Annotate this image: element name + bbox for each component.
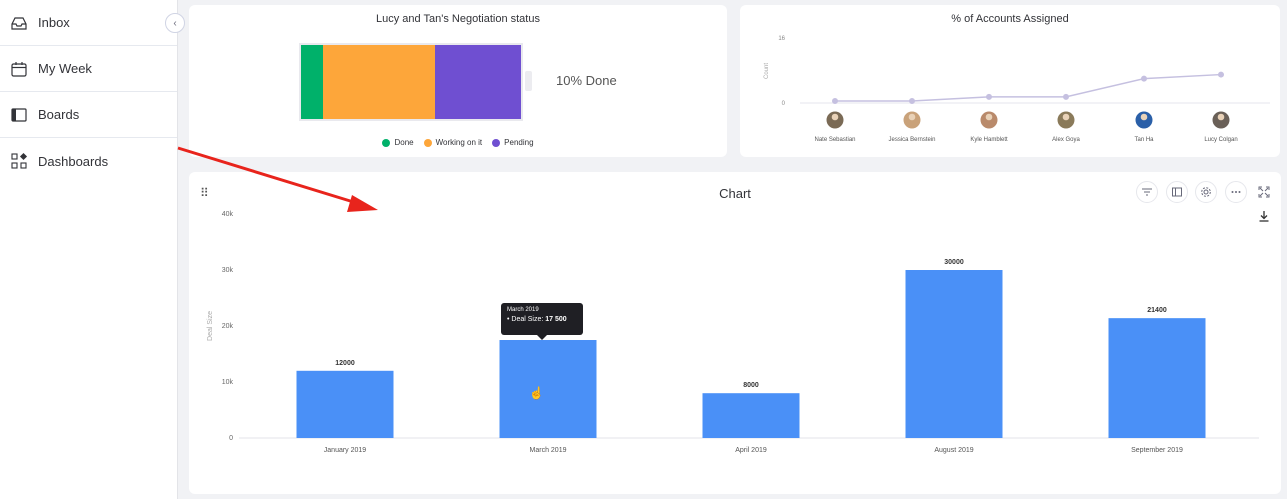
bar[interactable] bbox=[1108, 318, 1206, 438]
bar[interactable] bbox=[499, 340, 597, 438]
tooltip-date: March 2019 bbox=[507, 307, 539, 313]
sidebar: Inbox My Week Boards Dashboards bbox=[0, 0, 178, 499]
bar-data-label: 8000 bbox=[743, 382, 759, 389]
bar[interactable] bbox=[905, 270, 1003, 438]
settings-button[interactable] bbox=[1195, 181, 1217, 203]
dashboard-icon bbox=[10, 152, 28, 170]
segment-done[interactable] bbox=[301, 45, 323, 119]
layout-button[interactable] bbox=[1166, 181, 1188, 203]
panel-icon bbox=[1172, 187, 1182, 197]
y-tick-label: 0 bbox=[782, 101, 786, 107]
y-tick-label: 16 bbox=[778, 36, 785, 42]
person-name-label: Lucy Colgan bbox=[1204, 137, 1237, 143]
x-tick-label: January 2019 bbox=[324, 447, 367, 454]
y-tick-label: 10k bbox=[222, 379, 234, 386]
calendar-icon bbox=[10, 60, 28, 78]
tooltip-series: • Deal Size: bbox=[507, 316, 544, 323]
tooltip-value: 17 500 bbox=[545, 316, 567, 323]
stack-shadow bbox=[525, 71, 532, 91]
sidebar-item-inbox[interactable]: Inbox bbox=[0, 0, 177, 46]
collapse-sidebar-button[interactable]: ‹ bbox=[165, 13, 185, 33]
segment-pending[interactable] bbox=[435, 45, 521, 119]
x-tick-label: April 2019 bbox=[735, 447, 767, 454]
legend-item-working[interactable]: Working on it bbox=[423, 138, 483, 147]
deal-size-chart-widget: ⠿ Chart 0 10k 20k 30k 40k Deal Size 12000 Janua… bbox=[189, 172, 1281, 494]
avatar-face bbox=[1217, 113, 1225, 121]
sidebar-item-label: Boards bbox=[38, 107, 80, 122]
bar[interactable] bbox=[296, 370, 394, 438]
data-point[interactable] bbox=[832, 97, 838, 104]
legend-label: Pending bbox=[504, 138, 534, 147]
widget-title: % of Accounts Assigned bbox=[951, 13, 1069, 25]
y-tick-label: 0 bbox=[229, 435, 233, 442]
data-point[interactable] bbox=[1063, 93, 1069, 100]
segment-working-on-it[interactable] bbox=[323, 45, 436, 119]
person-name-label: Kyle Hamblett bbox=[970, 137, 1008, 143]
sidebar-item-dashboards[interactable]: Dashboards bbox=[0, 138, 177, 184]
avatar-face bbox=[985, 113, 993, 121]
y-tick-label: 30k bbox=[222, 267, 234, 274]
board-icon bbox=[10, 106, 28, 124]
sidebar-item-label: My Week bbox=[38, 61, 92, 76]
inbox-icon bbox=[10, 14, 28, 32]
person-name-label: Jessica Bernstein bbox=[888, 137, 935, 143]
legend-dot bbox=[382, 138, 391, 147]
mouse-pointer-icon: ☝ bbox=[529, 386, 544, 400]
person-name-label: Tan Ha bbox=[1134, 137, 1154, 143]
avatar-face bbox=[1140, 113, 1148, 121]
person-name-label: Alex Goya bbox=[1052, 137, 1080, 143]
accounts-assigned-widget: % of Accounts Assigned 16 0 Count Nate Seba… bbox=[740, 5, 1280, 157]
stacked-bar[interactable] bbox=[299, 43, 523, 121]
data-point[interactable] bbox=[909, 97, 915, 104]
done-percentage: 10% Done bbox=[556, 73, 617, 88]
download-icon bbox=[1259, 211, 1269, 222]
bar-data-label: 30000 bbox=[944, 259, 964, 266]
negotiation-status-widget: Lucy and Tan's Negotiation status 10% Do… bbox=[189, 5, 727, 157]
bar[interactable] bbox=[702, 393, 800, 438]
legend-item-done[interactable]: Done bbox=[382, 138, 414, 147]
person-name-label: Nate Sebastian bbox=[814, 137, 855, 143]
filter-icon bbox=[1142, 188, 1152, 196]
y-axis-label: Count bbox=[764, 63, 770, 79]
y-tick-label: 20k bbox=[222, 323, 234, 330]
filter-button[interactable] bbox=[1136, 181, 1158, 203]
chart-tooltip: March 2019 • Deal Size: 17 500 bbox=[501, 303, 583, 340]
gear-icon bbox=[1201, 187, 1211, 197]
expand-icon bbox=[1258, 186, 1270, 198]
x-tick-label: March 2019 bbox=[530, 447, 567, 454]
data-point[interactable] bbox=[986, 93, 992, 100]
data-point[interactable] bbox=[1218, 71, 1224, 78]
more-icon bbox=[1231, 191, 1241, 193]
sidebar-item-label: Inbox bbox=[38, 15, 70, 30]
legend: Done Working on it Pending bbox=[189, 138, 727, 147]
bar-data-label: 12000 bbox=[335, 360, 355, 367]
avatar-face bbox=[908, 113, 916, 121]
x-tick-label: August 2019 bbox=[934, 447, 973, 454]
legend-dot bbox=[492, 138, 501, 147]
tooltip-value-row: • Deal Size: 17 500 bbox=[507, 316, 577, 323]
deal-size-bar-chart: 0 10k 20k 30k 40k Deal Size 12000 January 2019 M… bbox=[207, 211, 1259, 454]
sidebar-item-my-week[interactable]: My Week bbox=[0, 46, 177, 92]
sidebar-item-label: Dashboards bbox=[38, 153, 109, 169]
legend-dot bbox=[423, 138, 432, 147]
y-tick-label: 40k bbox=[222, 211, 234, 218]
x-tick-label: September 2019 bbox=[1131, 447, 1183, 454]
accounts-line-chart: 16 0 Count Nate Sebastian Jessica Bernstein K… bbox=[764, 36, 1270, 143]
y-axis-label: Deal Size bbox=[207, 311, 214, 341]
more-options-button[interactable] bbox=[1225, 181, 1247, 203]
chart-title: Chart bbox=[719, 186, 751, 201]
chevron-left-icon: ‹ bbox=[173, 17, 177, 29]
avatar-face bbox=[1062, 113, 1070, 121]
avatar-face bbox=[831, 113, 839, 121]
series-line bbox=[835, 73, 1222, 102]
sidebar-item-boards[interactable]: Boards bbox=[0, 92, 177, 138]
widget-title: Lucy and Tan's Negotiation status bbox=[376, 13, 540, 25]
data-point[interactable] bbox=[1141, 75, 1147, 82]
legend-label: Working on it bbox=[435, 138, 483, 147]
legend-label: Done bbox=[394, 138, 414, 147]
download-button[interactable] bbox=[1253, 205, 1275, 227]
bar-data-label: 21400 bbox=[1147, 307, 1167, 314]
legend-item-pending[interactable]: Pending bbox=[492, 138, 534, 147]
fullscreen-button[interactable] bbox=[1253, 181, 1275, 203]
